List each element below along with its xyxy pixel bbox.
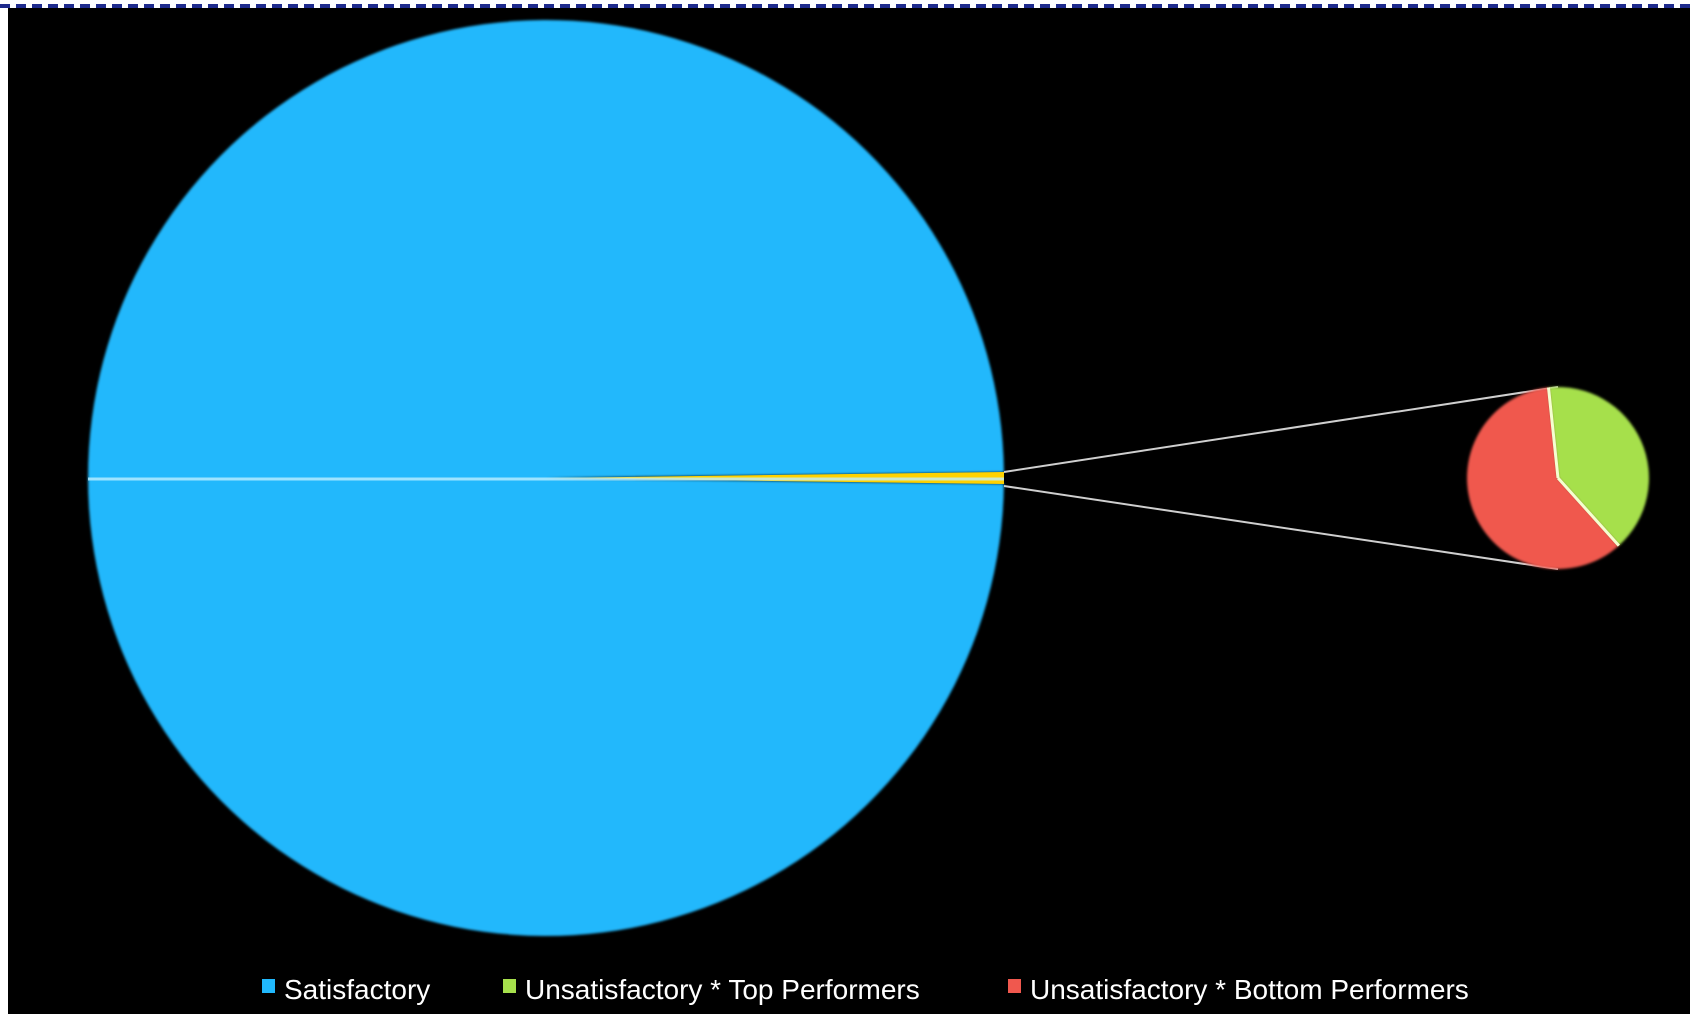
legend-label: Unsatisfactory * Bottom Performers — [1030, 974, 1469, 1005]
legend-swatch — [262, 979, 275, 993]
primary-pie — [88, 20, 1004, 937]
legend: Satisfactory Unsatisfactory * Top Perform… — [262, 974, 1469, 1005]
secondary-divider-2 — [1546, 387, 1560, 479]
connector-line-top — [1003, 386, 1559, 473]
secondary-slice-unsatisfactory-bottom-performers — [1467, 387, 1619, 570]
secondary-slice-unsatisfactory-top-performers — [1548, 387, 1649, 546]
connector-line-bottom — [1003, 485, 1559, 570]
secondary-divider-1 — [1556, 476, 1621, 547]
legend-label: Unsatisfactory * Top Performers — [525, 974, 920, 1005]
legend-label: Satisfactory — [284, 974, 430, 1005]
legend-swatch — [503, 979, 516, 993]
secondary-pie — [1467, 387, 1649, 570]
legend-swatch — [1008, 979, 1021, 993]
connector-lines — [1003, 386, 1559, 570]
